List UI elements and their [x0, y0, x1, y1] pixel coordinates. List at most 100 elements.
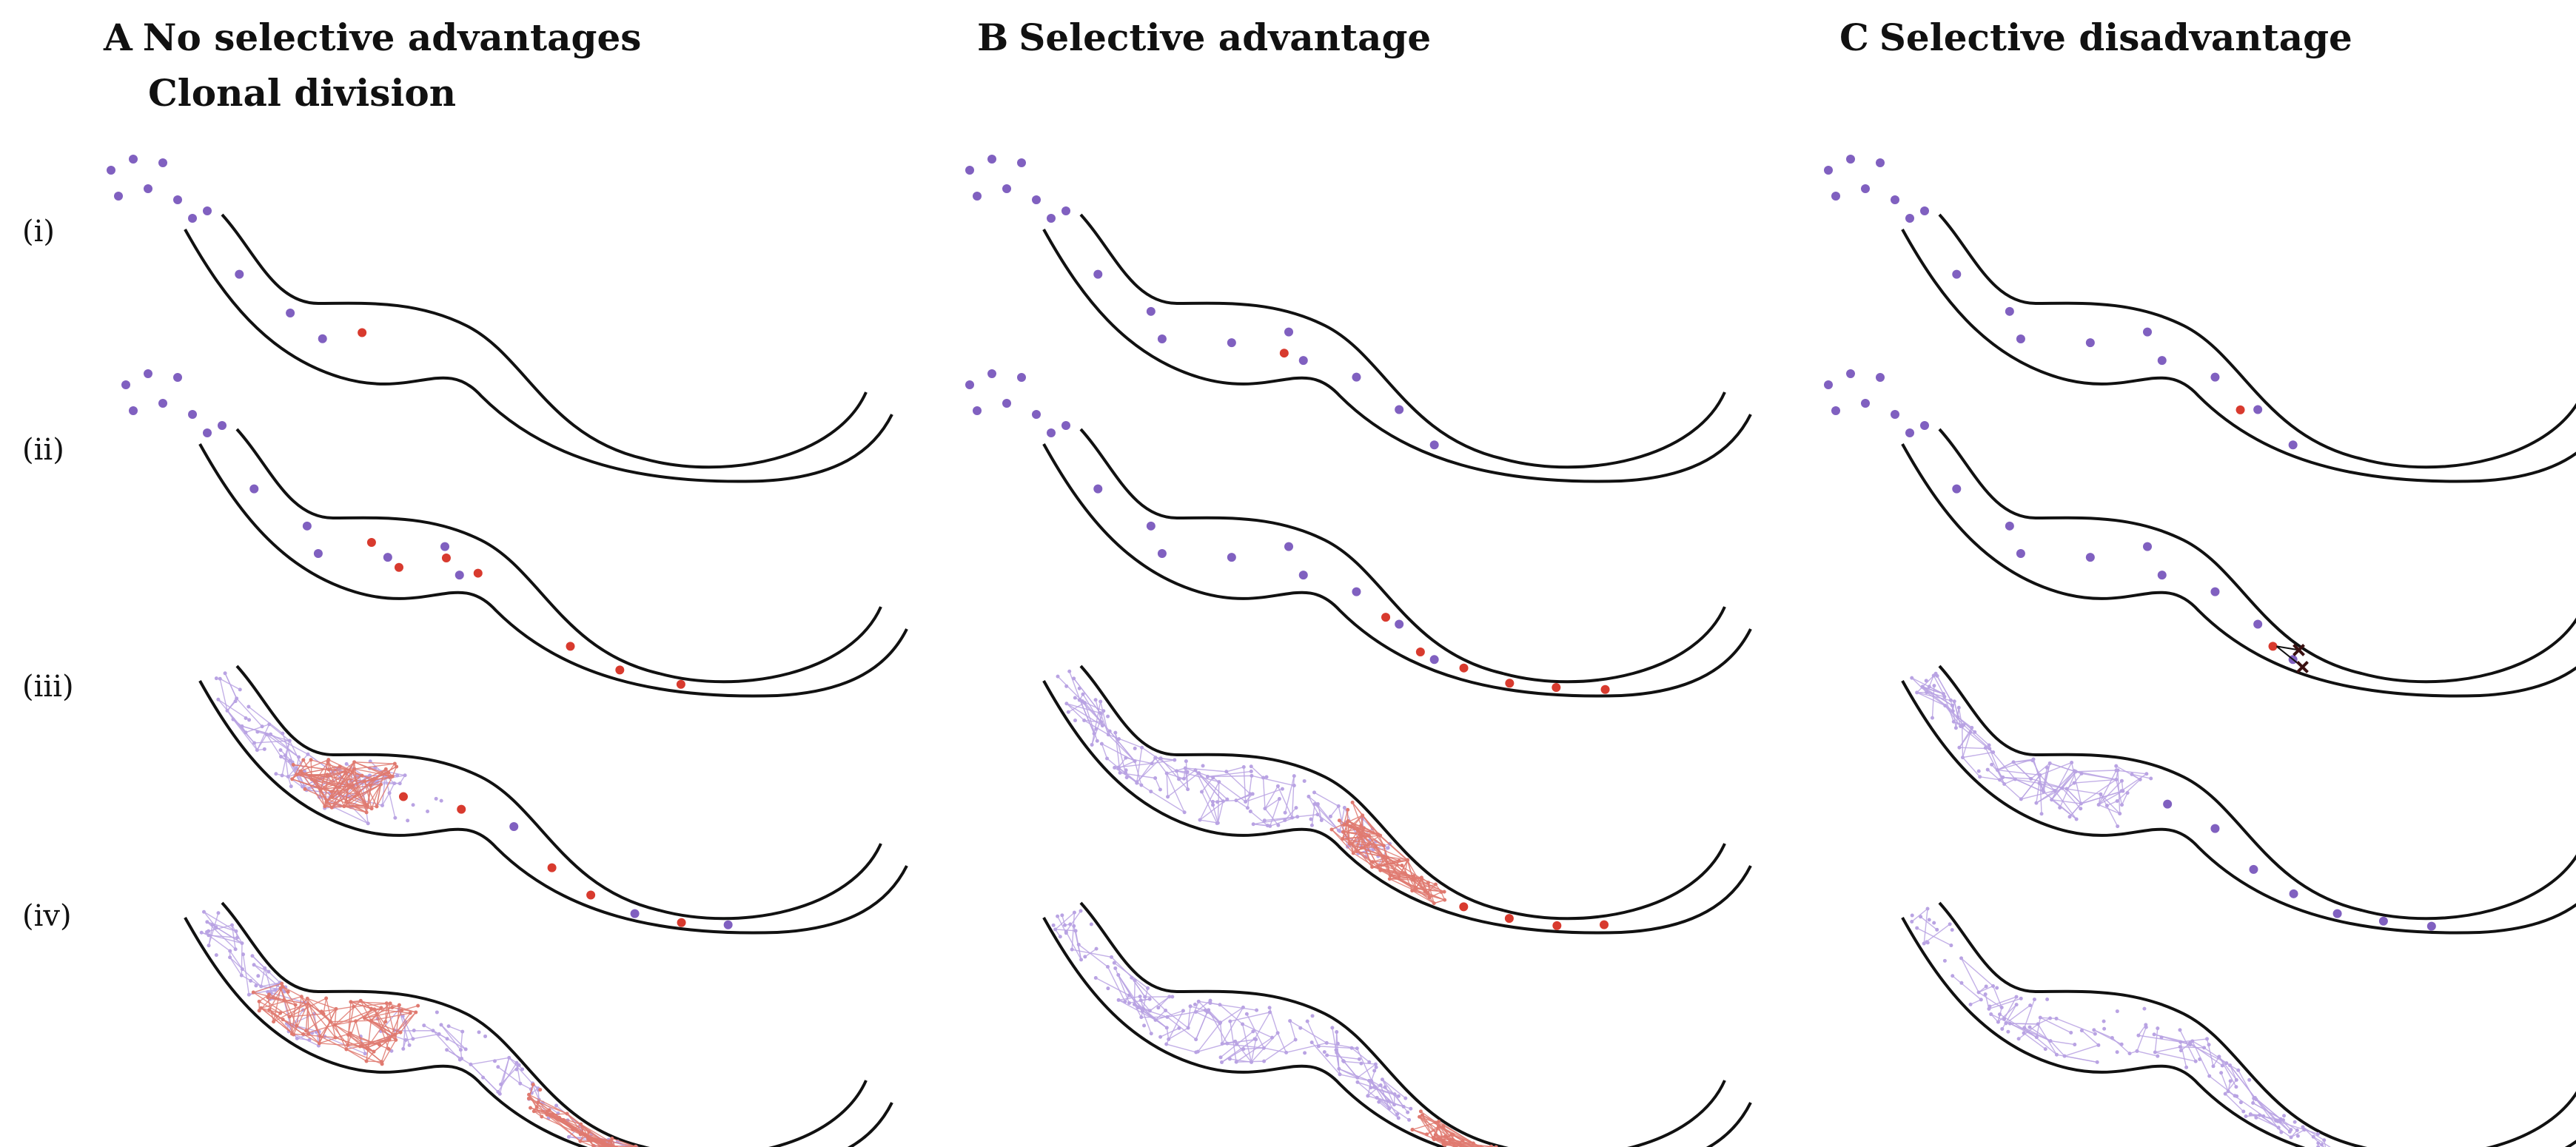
- tissue-node: [1342, 1059, 1346, 1063]
- tissue-node: [1932, 684, 1936, 688]
- tissue-strand: [593, 1145, 606, 1147]
- tissue-strand: [321, 768, 355, 790]
- tissue-strand: [500, 1057, 510, 1085]
- tissue-strand: [1250, 766, 1264, 778]
- tissue-node: [1956, 705, 1961, 710]
- tissue-strand: [2254, 1097, 2281, 1120]
- tissue-node: [1375, 1095, 1379, 1100]
- tissue-strand: [345, 771, 375, 779]
- tissue-node: [1418, 1109, 1423, 1114]
- tissue-strand: [364, 1009, 402, 1019]
- tissue-node: [229, 923, 234, 927]
- tissue-strand: [1226, 766, 1244, 773]
- tissue-strand: [318, 1009, 337, 1044]
- tissue-node: [1385, 861, 1389, 865]
- tissue-strand: [2039, 761, 2072, 776]
- tissue-strand: [2302, 1126, 2325, 1141]
- tissue-strand: [546, 1114, 581, 1142]
- free-cell: [144, 184, 152, 193]
- tissue-node: [266, 995, 270, 1000]
- tissue-strand: [1997, 1004, 2017, 1023]
- tissue-node: [1380, 1077, 1384, 1082]
- free-cell: [203, 206, 212, 215]
- tissue-node: [1220, 1060, 1224, 1064]
- tissue-node: [2295, 1134, 2300, 1138]
- crypt-lower-wall: [1901, 680, 2576, 935]
- tissue-node: [1095, 739, 1099, 743]
- tissue-node: [536, 1100, 540, 1105]
- free-cell: [987, 155, 996, 164]
- tissue-node: [1433, 882, 1438, 887]
- tissue-strand: [1166, 1010, 1184, 1045]
- tissue-node: [1268, 1010, 1272, 1015]
- tissue-node: [2065, 787, 2069, 791]
- tissue-strand: [2098, 790, 2124, 806]
- tissue-strand: [2013, 759, 2033, 763]
- tissue-strand: [307, 1003, 324, 1015]
- tissue-node: [1337, 818, 1341, 823]
- tissue-strand: [352, 771, 369, 807]
- tissue-strand: [374, 1009, 389, 1049]
- normal-cell: [235, 269, 244, 279]
- tissue-strand: [261, 968, 266, 987]
- tissue-strand: [1404, 859, 1409, 873]
- tissue-strand: [1999, 1014, 2037, 1038]
- tissue-node: [2152, 1032, 2156, 1037]
- tissue-strand: [2054, 790, 2077, 820]
- tissue-strand: [303, 759, 316, 781]
- tissue-strand: [1347, 820, 1364, 829]
- tissue-strand: [423, 1025, 448, 1040]
- tissue-strand: [2073, 773, 2082, 784]
- free-cell: [1017, 158, 1026, 167]
- tissue-node: [1942, 958, 1947, 963]
- tissue-node: [1366, 1094, 1370, 1098]
- tissue-node: [1325, 1053, 1329, 1057]
- crypt-upper-wall: [221, 213, 868, 469]
- tissue-strand: [1167, 1009, 1206, 1018]
- tissue-strand: [331, 785, 353, 808]
- tissue-node: [1927, 918, 1931, 922]
- tissue-node: [1441, 1143, 1446, 1147]
- tissue-node: [1988, 1004, 1992, 1009]
- tissue-strand: [1253, 824, 1270, 827]
- free-cell: [173, 195, 182, 204]
- tissue-node: [1205, 774, 1210, 778]
- tissue-strand: [1997, 761, 2014, 771]
- tissue-strand: [258, 1000, 281, 1014]
- tissue-node: [251, 990, 255, 995]
- tissue-strand: [1433, 1137, 1474, 1144]
- tissue-strand: [1150, 790, 1185, 813]
- tissue-strand: [1338, 1068, 1369, 1082]
- tissue-node: [1489, 1144, 1493, 1147]
- tissue-strand: [541, 1116, 581, 1135]
- tissue-node: [1182, 810, 1187, 815]
- tissue-node: [225, 708, 229, 713]
- free-cell: [188, 214, 197, 223]
- tissue-strand: [289, 998, 308, 1018]
- tissue-strand: [1413, 875, 1436, 885]
- tissue-node: [1203, 1008, 1207, 1012]
- normal-cell: [2378, 916, 2388, 926]
- tissue-node: [1251, 1029, 1255, 1034]
- normal-cell: [1227, 553, 1236, 562]
- tissue-strand: [1415, 884, 1436, 889]
- tissue-strand: [1118, 767, 1138, 783]
- mutant-cell: [1415, 647, 1425, 656]
- normal-cell: [2210, 824, 2220, 833]
- tissue-strand: [328, 759, 363, 776]
- tissue-strand: [2020, 774, 2041, 800]
- tissue-strand: [1916, 927, 1952, 946]
- mutant-cell: [457, 804, 466, 814]
- tissue-strand: [1422, 1114, 1444, 1126]
- tissue-node: [1392, 1092, 1397, 1097]
- tissue-strand: [380, 1039, 390, 1063]
- tissue-strand: [292, 1003, 309, 1035]
- normal-cell: [1298, 356, 1308, 366]
- tissue-strand: [1149, 996, 1170, 1012]
- tissue-node: [344, 761, 349, 766]
- tissue-node: [1267, 1006, 1272, 1010]
- crypt-lower-wall: [1042, 229, 1752, 483]
- crypt-upper-wall: [1938, 665, 2576, 921]
- tissue-node: [326, 767, 331, 772]
- tissue-node: [216, 911, 221, 915]
